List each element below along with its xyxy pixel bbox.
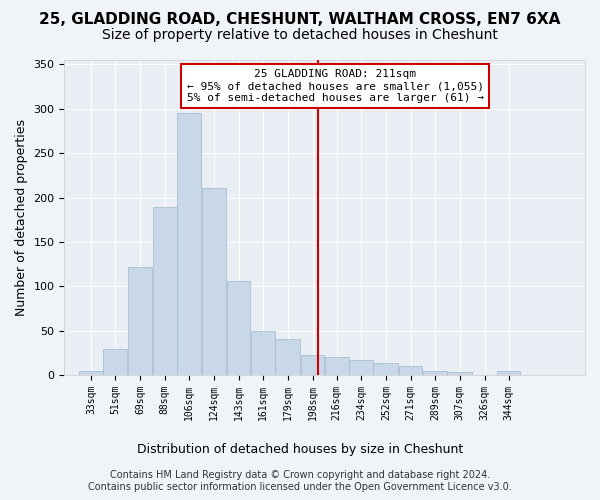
Text: Contains HM Land Registry data © Crown copyright and database right 2024.: Contains HM Land Registry data © Crown c… [110, 470, 490, 480]
Bar [128, 267, 152, 375]
Text: Distribution of detached houses by size in Cheshunt: Distribution of detached houses by size … [137, 442, 463, 456]
Bar [178, 113, 201, 375]
Text: 25, GLADDING ROAD, CHESHUNT, WALTHAM CROSS, EN7 6XA: 25, GLADDING ROAD, CHESHUNT, WALTHAM CRO… [40, 12, 560, 28]
Bar [153, 208, 176, 375]
Bar [448, 372, 472, 375]
Bar [423, 372, 446, 375]
Bar [251, 330, 275, 375]
Bar [79, 370, 103, 375]
Bar [373, 362, 398, 375]
Bar [103, 350, 127, 375]
Text: Size of property relative to detached houses in Cheshunt: Size of property relative to detached ho… [102, 28, 498, 42]
Bar [202, 188, 226, 375]
Bar [227, 281, 250, 375]
Text: Contains public sector information licensed under the Open Government Licence v3: Contains public sector information licen… [88, 482, 512, 492]
Text: 25 GLADDING ROAD: 211sqm
← 95% of detached houses are smaller (1,055)
5% of semi: 25 GLADDING ROAD: 211sqm ← 95% of detach… [187, 70, 484, 102]
Bar [325, 358, 349, 375]
Bar [301, 354, 325, 375]
Bar [399, 366, 422, 375]
Bar [497, 372, 520, 375]
Y-axis label: Number of detached properties: Number of detached properties [15, 119, 28, 316]
Bar [349, 360, 373, 375]
Bar [275, 338, 300, 375]
